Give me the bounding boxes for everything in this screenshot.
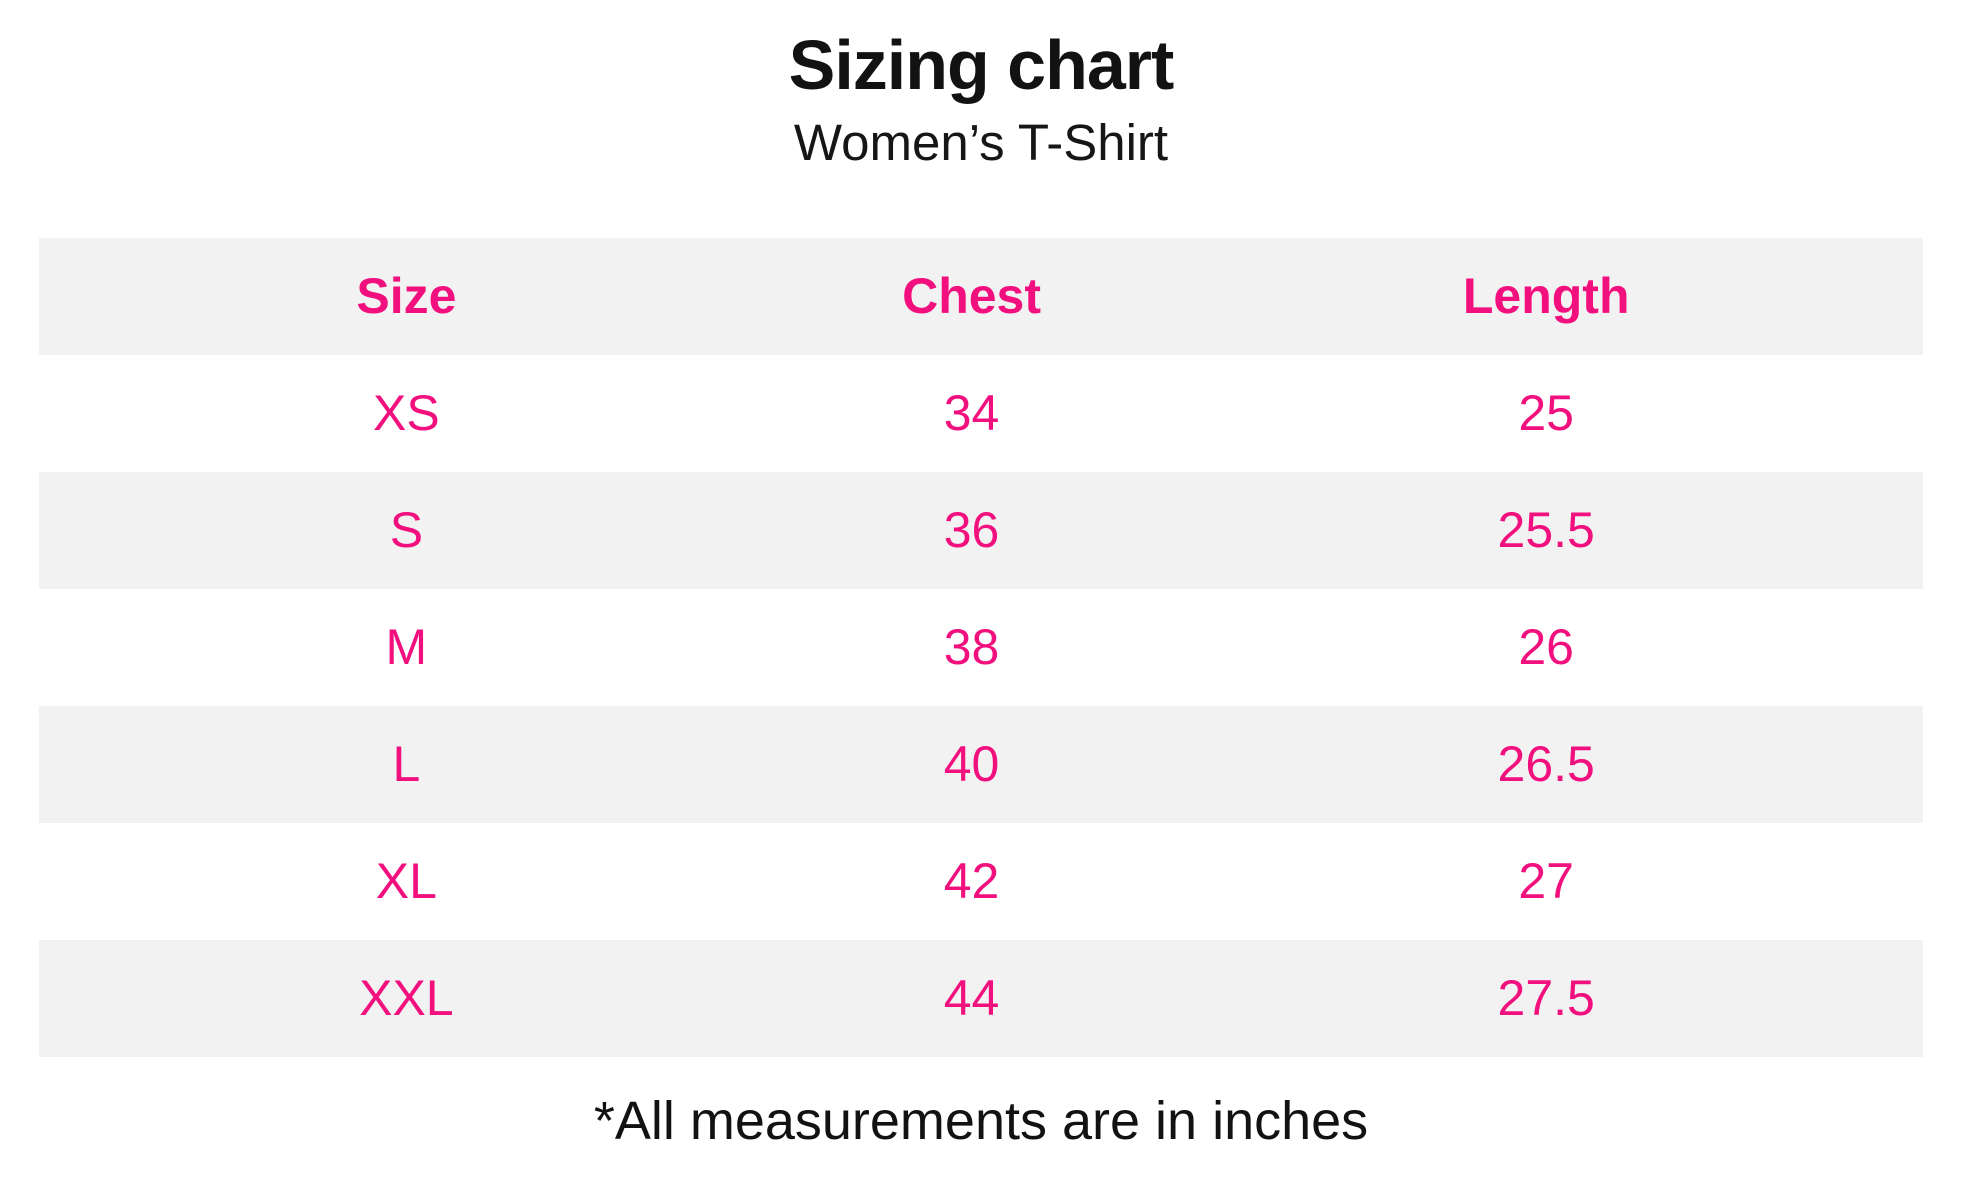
cell-length: 25 bbox=[1518, 385, 1574, 442]
table-row: XL 42 27 bbox=[39, 822, 1923, 940]
table-row: XXL 44 27.5 bbox=[39, 939, 1923, 1057]
cell-size: M bbox=[385, 619, 428, 676]
cell-size: S bbox=[389, 502, 424, 559]
cell-chest: 44 bbox=[943, 970, 1000, 1027]
cell-size: XXL bbox=[359, 970, 454, 1027]
cell-length: 27 bbox=[1518, 853, 1574, 910]
cell-size: XS bbox=[373, 385, 440, 442]
page-title: Sizing chart bbox=[788, 26, 1175, 104]
column-header-length: Length bbox=[1462, 268, 1630, 325]
cell-chest: 34 bbox=[943, 385, 1000, 442]
cell-chest: 40 bbox=[943, 736, 1000, 793]
cell-length: 25.5 bbox=[1497, 502, 1595, 559]
cell-chest: 42 bbox=[943, 853, 1000, 910]
sizing-table-header: Size Chest Length bbox=[39, 237, 1923, 355]
sizing-table-body: XS 34 25 S 36 25.5 M 38 26 L 40 26.5 XL 42 27 XXL 44 27.5 bbox=[39, 354, 1923, 1057]
cell-size: XL bbox=[375, 853, 437, 910]
table-row: M 38 26 bbox=[39, 588, 1923, 706]
measurements-footnote: *All measurements are in inches bbox=[593, 1090, 1369, 1151]
page-subtitle: Women’s T-Shirt bbox=[793, 114, 1169, 171]
column-header-size: Size bbox=[356, 268, 457, 325]
column-header-chest: Chest bbox=[902, 268, 1042, 325]
cell-length: 27.5 bbox=[1497, 970, 1595, 1027]
header-row: Size Chest Length bbox=[39, 237, 1923, 355]
table-row: L 40 26.5 bbox=[39, 705, 1923, 823]
cell-chest: 38 bbox=[943, 619, 1000, 676]
cell-length: 26 bbox=[1518, 619, 1574, 676]
sizing-table: Size Chest Length XS 34 25 S 36 25.5 M 38 26 L 40 2… bbox=[39, 237, 1923, 1057]
table-row: S 36 25.5 bbox=[39, 471, 1923, 589]
cell-size: L bbox=[392, 736, 421, 793]
cell-length: 26.5 bbox=[1497, 736, 1595, 793]
table-row: XS 34 25 bbox=[39, 354, 1923, 472]
cell-chest: 36 bbox=[943, 502, 1000, 559]
